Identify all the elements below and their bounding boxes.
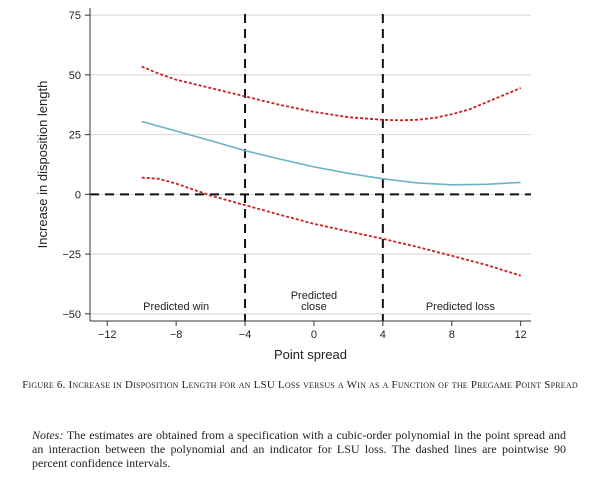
notes-label: Notes: — [32, 428, 64, 442]
x-tick-label-6: 12 — [515, 329, 527, 341]
region-label-1-line-1: close — [301, 301, 327, 313]
region-label-0: Predicted win — [143, 301, 209, 313]
x-axis-label: Point spread — [274, 347, 347, 362]
x-tick-label-5: 8 — [449, 329, 455, 341]
region-label-1-line-0: Predicted — [291, 290, 337, 302]
x-tick-label-0: −12 — [98, 329, 117, 341]
y-tick-label-3: 25 — [69, 130, 81, 142]
series-estimate — [141, 120, 521, 186]
y-tick-label-2: 0 — [75, 189, 81, 201]
series-lines — [141, 65, 522, 277]
x-tick-label-1: −8 — [170, 329, 183, 341]
y-tick-label-1: −25 — [62, 249, 81, 261]
x-tick-label-2: −4 — [239, 329, 252, 341]
region-label-2: Predicted loss — [426, 301, 496, 313]
series-upper-90-ci — [141, 65, 522, 122]
y-tick-label-0: −50 — [62, 309, 81, 321]
y-tick-label-4: 50 — [69, 70, 81, 82]
series-lower-90-ci — [141, 176, 521, 277]
axes: −50 −25 0 25 50 75 −12 −8 −4 0 4 8 12 — [62, 8, 531, 341]
y-tick-label-5: 75 — [69, 10, 81, 22]
y-axis-label: Increase in disposition length — [35, 81, 50, 249]
figure-caption: Figure 6. Increase in Disposition Length… — [22, 379, 578, 391]
figure-notes: Notes: The estimates are obtained from a… — [32, 428, 566, 470]
gridlines — [90, 14, 531, 315]
x-tick-label-4: 4 — [380, 329, 386, 341]
x-tick-label-3: 0 — [311, 329, 317, 341]
reference-lines — [90, 14, 531, 321]
notes-text: The estimates are obtained from a specif… — [32, 428, 566, 470]
